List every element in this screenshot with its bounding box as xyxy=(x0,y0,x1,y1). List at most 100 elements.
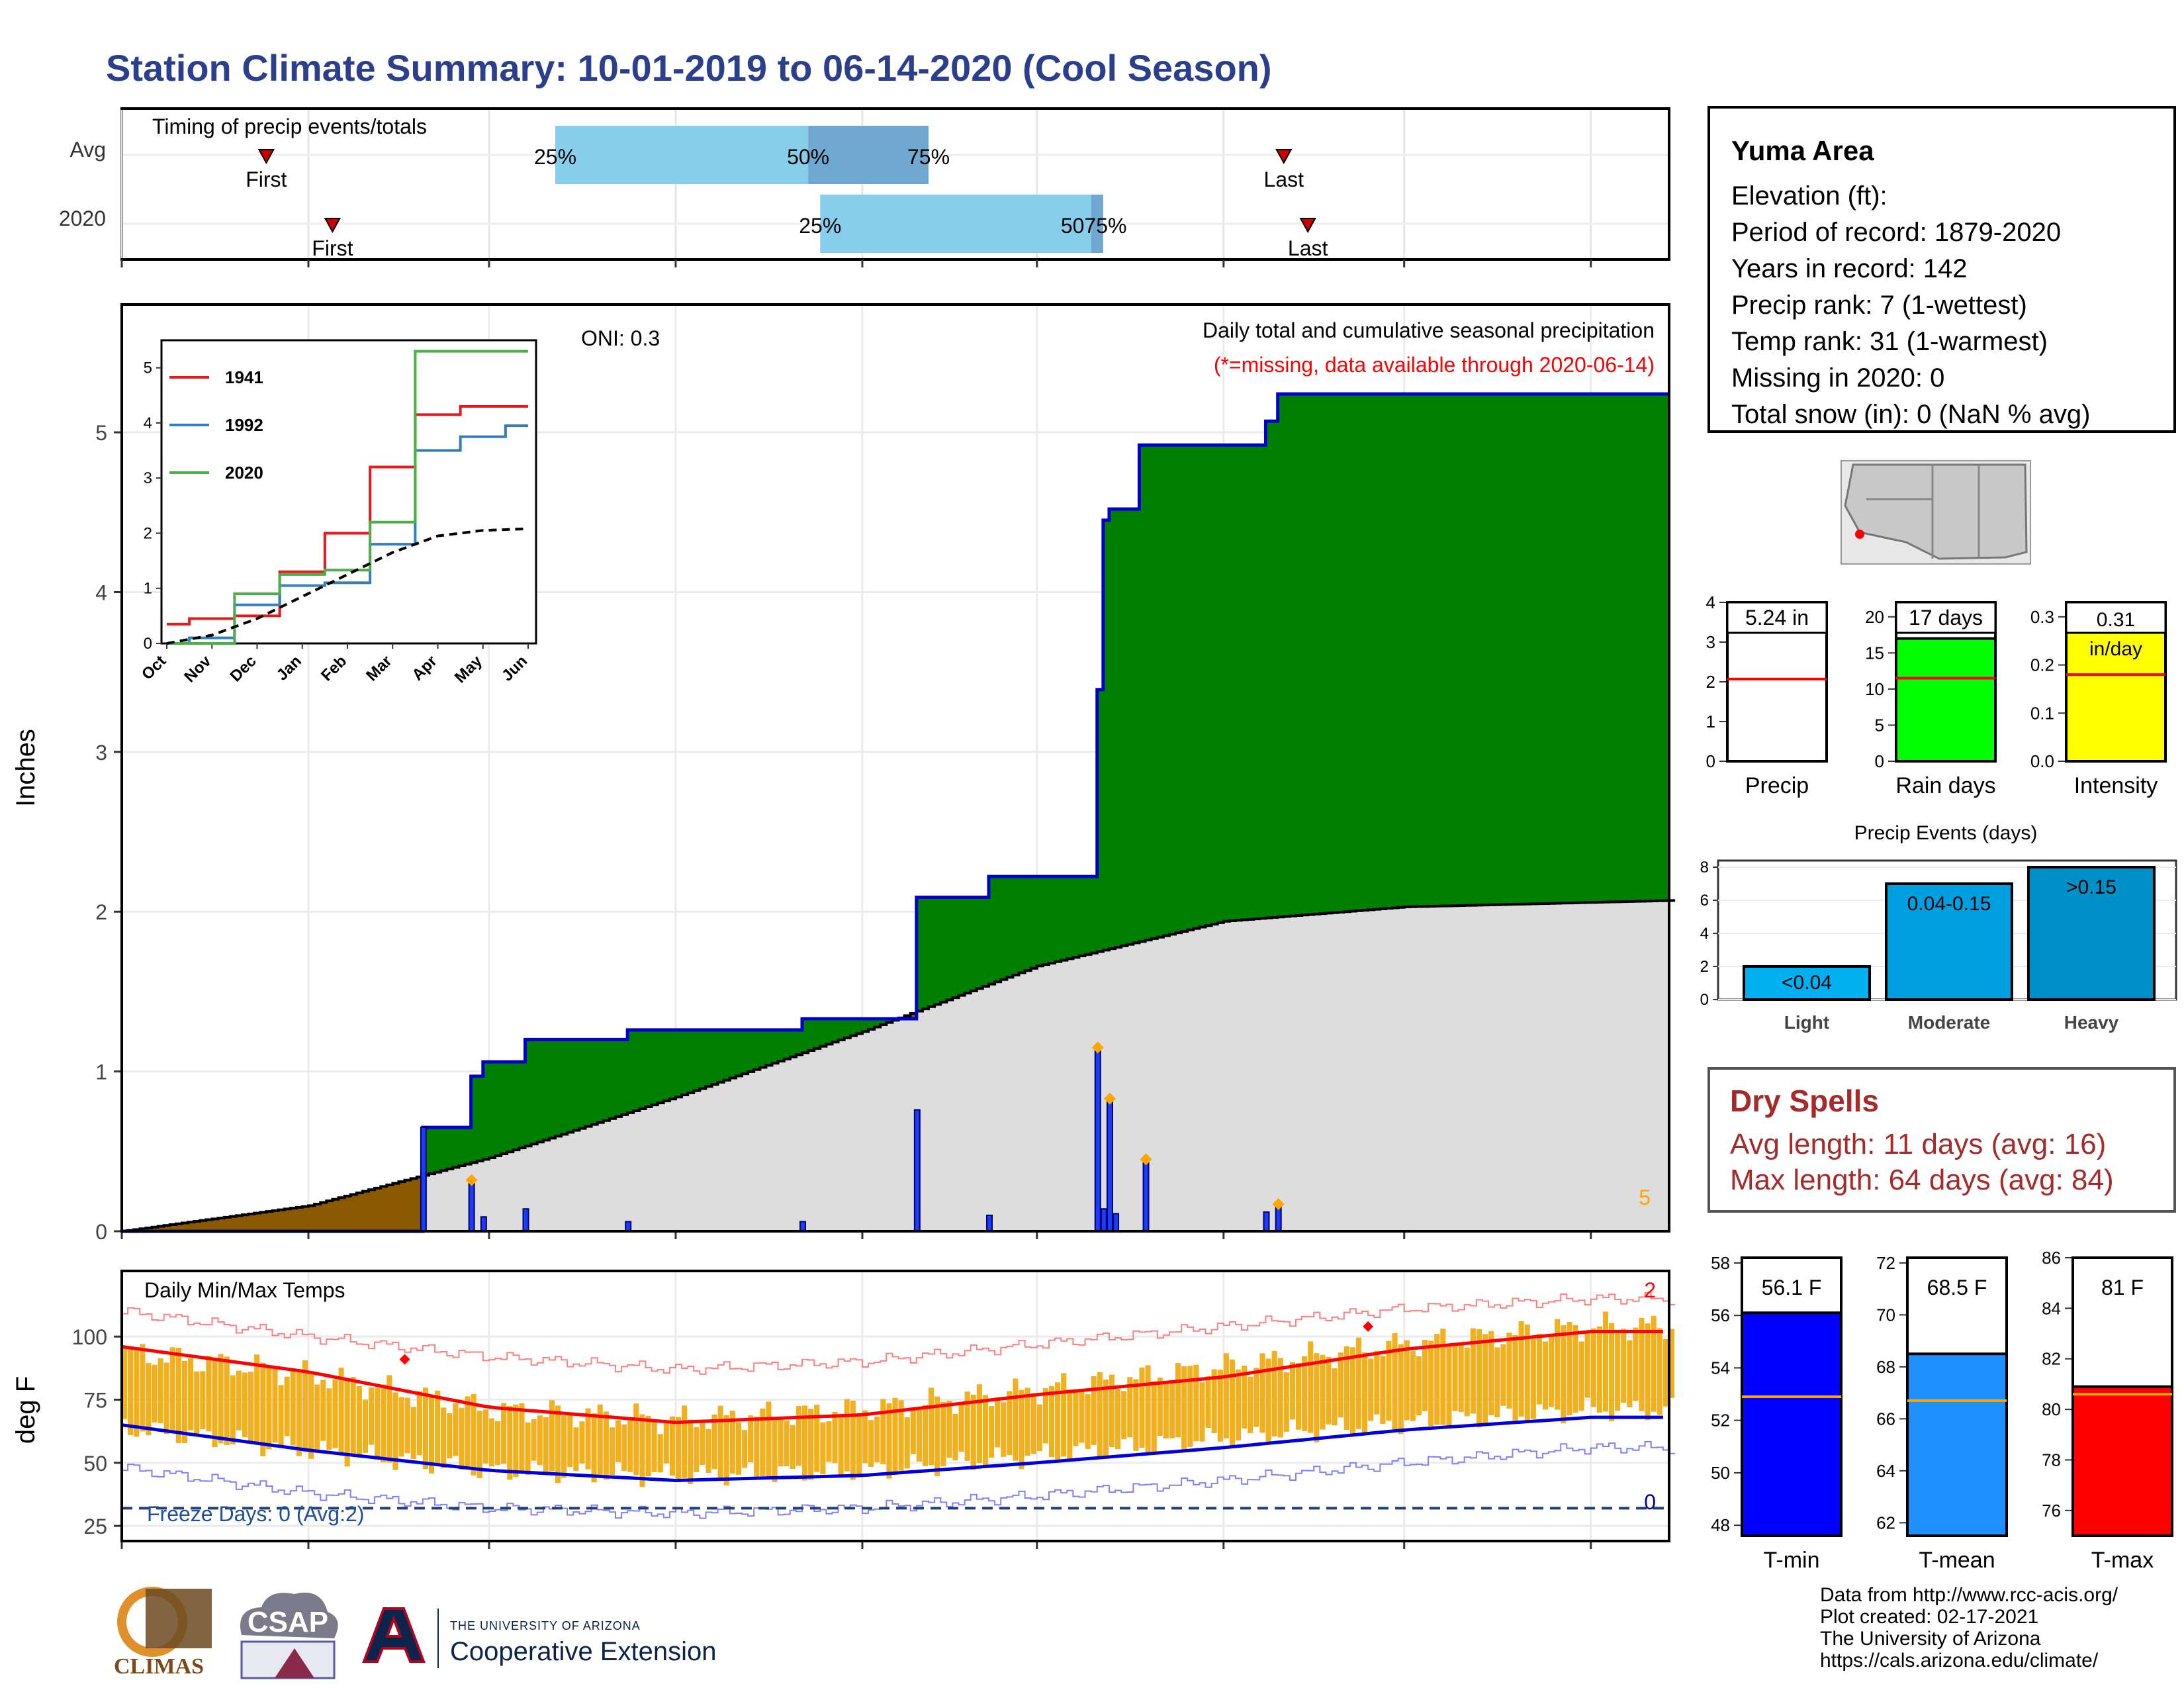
temps-xtick-label: Nov xyxy=(289,1553,328,1556)
ua-small-text: THE UNIVERSITY OF ARIZONA xyxy=(450,1619,641,1632)
pct-label: 75% xyxy=(907,145,950,169)
oni-label: ONI: 0.3 xyxy=(581,326,660,350)
temps-xtick-label: Mar xyxy=(1018,1553,1057,1556)
heavy-event-marker xyxy=(1091,1041,1104,1054)
daily-precip-bar xyxy=(986,1214,993,1232)
dry-spells-avg: Avg length: 11 days (avg: 16) xyxy=(1730,1128,2107,1160)
info-temp-rank: Temp rank: 31 (1-warmest) xyxy=(1731,327,2048,356)
temps-xtick-label: Feb xyxy=(843,1553,882,1556)
precip-ytick-label: 0 xyxy=(95,1220,107,1244)
above-average-area xyxy=(122,394,1669,1232)
temps-xtick-label: Dec xyxy=(469,1553,509,1556)
timing-panel: 25% 50% 75% First Last 25% 5075% First Last Timi… xyxy=(59,107,1670,267)
events-bar-0 xyxy=(1743,965,1871,1001)
temp-summary-bars: 48 50 52 54 56 58 56.1 F T-min 62 64 66 68 70 72 68.5 … xyxy=(1711,1248,2173,1573)
temps-ylabel: deg F xyxy=(11,1376,40,1444)
average-cumulative-area xyxy=(122,900,1669,1231)
summary-name: Intensity xyxy=(2074,773,2158,798)
average-max-line xyxy=(121,1330,1663,1425)
temp-bar-tick-label: 84 xyxy=(2042,1298,2061,1318)
temp-bar-1 xyxy=(1906,1352,2008,1537)
temp-bar-name: T-mean xyxy=(1919,1548,1995,1573)
record-high-marker xyxy=(399,1354,410,1365)
average-min-line xyxy=(121,1415,1663,1482)
pct-label-overlap: 5075% xyxy=(1061,214,1127,238)
daily-precip-bar xyxy=(799,1221,806,1232)
cumulative-2020-line xyxy=(122,392,1669,1233)
csap-logo-text: CSAP xyxy=(248,1606,328,1638)
timing-row-2020: 2020 xyxy=(59,207,106,230)
daily-precip-bar xyxy=(1100,1208,1107,1233)
summary-label-box xyxy=(1726,601,1828,634)
temp-bar-tick-label: 80 xyxy=(2042,1399,2061,1419)
events-category: Heavy xyxy=(2064,1012,2119,1033)
dry-spells-max: Max length: 64 days (avg: 84) xyxy=(1730,1164,2114,1196)
summary-tick-label: 4 xyxy=(1706,592,1715,612)
temps-ytick-label: 25 xyxy=(83,1515,107,1538)
summary-value-label: 0.31 xyxy=(2097,609,2135,631)
first-marker xyxy=(257,149,275,165)
daily-precip-bar xyxy=(625,1221,632,1232)
credit-url: https://cals.arizona.edu/climate/ xyxy=(1820,1650,2099,1671)
daily-precip-bar xyxy=(1263,1211,1270,1232)
summary-tick-label: 5 xyxy=(1875,715,1884,735)
temp-bar-tick-label: 62 xyxy=(1876,1513,1895,1532)
temp-bar-tick-label: 52 xyxy=(1711,1411,1730,1430)
dry-spells-box: Dry Spells Avg length: 11 days (avg: 16)… xyxy=(1707,1067,2176,1213)
temp-bar-tick-label: 82 xyxy=(2042,1349,2061,1369)
hi-count: 2 xyxy=(1644,1278,1656,1302)
heavy-event-marker xyxy=(465,1174,478,1186)
inset-ytick-label: 5 xyxy=(144,359,152,377)
summary-tick-label: 0.1 xyxy=(2030,703,2054,723)
inset-legend-label: 1941 xyxy=(225,367,263,387)
summary-bar-2 xyxy=(2065,614,2167,763)
last-label: Last xyxy=(1264,167,1304,191)
summary-value-unit: in/day xyxy=(2089,638,2142,660)
pct-label: 25% xyxy=(534,145,576,169)
precip-events-panel: Precip Events (days) 0 2 4 6 8 <0.04 Light 0.04… xyxy=(1700,822,2177,1033)
record-min-line xyxy=(122,1440,1676,1519)
temp-bar-tick-label: 72 xyxy=(1876,1253,1895,1273)
summary-tick-label: 0.2 xyxy=(2030,655,2054,675)
info-snow: Total snow (in): 0 (NaN % avg) xyxy=(1731,400,2091,429)
summary-label-box xyxy=(2065,601,2167,634)
temps-xtick-label: Apr xyxy=(1206,1553,1241,1556)
events-category: Moderate xyxy=(1908,1012,1990,1033)
temp-bar-name: T-max xyxy=(2091,1548,2154,1573)
credit-university: The University of Arizona xyxy=(1820,1628,2041,1650)
summary-tick-label: 0.0 xyxy=(2030,751,2054,771)
locator-map xyxy=(1841,460,2031,565)
block-a-icon xyxy=(362,1607,426,1663)
summary-label-box xyxy=(1895,601,1997,634)
temp-bar-tick-label: 58 xyxy=(1711,1253,1730,1273)
corner-count: 5 xyxy=(1639,1186,1651,1209)
inset-ytick-label: 1 xyxy=(144,580,152,598)
inset-ytick-label: 0 xyxy=(144,635,152,653)
temp-bar-tick-label: 50 xyxy=(1711,1463,1730,1483)
timing-box-25-50 xyxy=(555,126,809,184)
first-label: First xyxy=(246,167,287,191)
daily-precip-bar xyxy=(468,1179,475,1233)
temps-plot-border xyxy=(120,1270,1670,1542)
summary-bar-0 xyxy=(1726,614,1828,763)
inset-series-2020 xyxy=(167,350,528,645)
info-missing: Missing in 2020: 0 xyxy=(1731,363,1945,393)
temp-bar-tick-label: 86 xyxy=(2042,1248,2061,1268)
events-tick-label: 0 xyxy=(1700,991,1709,1009)
events-bar-label: <0.04 xyxy=(1782,972,1832,994)
summary-name: Precip xyxy=(1745,773,1809,798)
events-title: Precip Events (days) xyxy=(1854,822,2038,844)
events-tick-label: 8 xyxy=(1700,859,1709,876)
timing-box-25-50 xyxy=(820,195,1091,253)
heavy-event-marker xyxy=(1272,1197,1285,1210)
events-tick-label: 2 xyxy=(1700,958,1709,976)
pct-label: 50% xyxy=(787,145,829,169)
summary-tick-label: 20 xyxy=(1865,607,1884,627)
temp-bar-tick-label: 54 xyxy=(1711,1358,1730,1378)
last-marker xyxy=(1275,149,1293,165)
csap-logo: CSAP xyxy=(240,1592,338,1679)
lo-count: 0 xyxy=(1644,1490,1656,1514)
credit-created: Plot created: 02-17-2021 xyxy=(1820,1606,2039,1628)
summary-tick-label: 15 xyxy=(1865,643,1884,663)
daily-precip-bar xyxy=(1094,1047,1101,1233)
